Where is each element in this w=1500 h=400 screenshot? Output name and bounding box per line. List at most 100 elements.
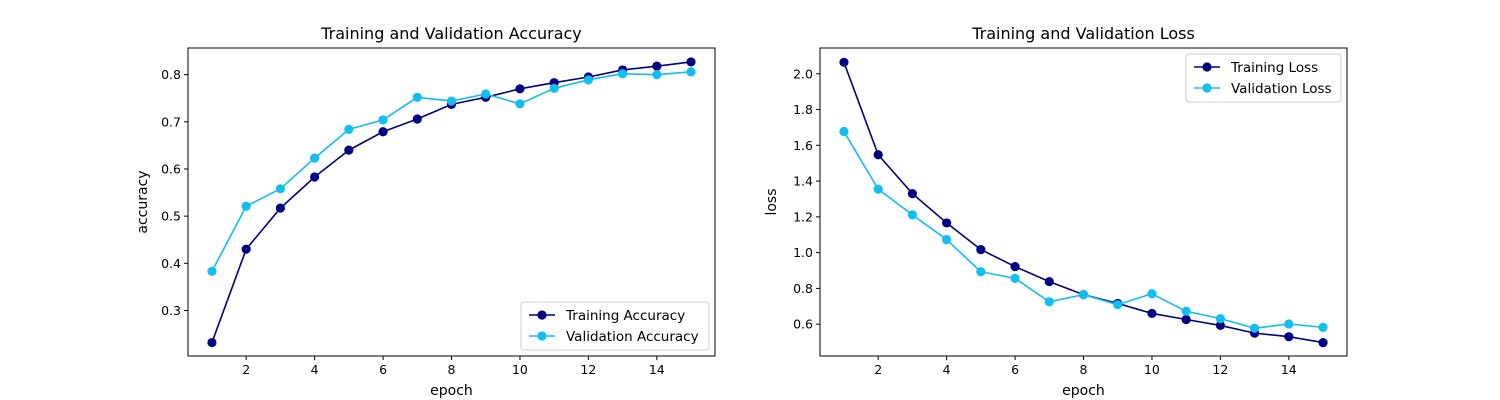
data-point	[873, 150, 883, 160]
chart-1: Training and Validation Accuracy 2 4 6 8 10 12…	[135, 24, 716, 399]
x-tick-label: 12	[580, 362, 596, 377]
x-axis-label: epoch	[430, 383, 473, 399]
data-point	[686, 57, 696, 67]
y-tick-label: 0.3	[161, 303, 181, 318]
x-tick-label: 4	[311, 362, 319, 377]
data-point	[344, 145, 354, 155]
data-point	[583, 75, 593, 85]
data-point	[481, 89, 491, 99]
data-point	[310, 153, 320, 163]
y-tick-label: 0.8	[161, 67, 181, 82]
data-point	[1250, 323, 1260, 333]
data-point	[1044, 297, 1054, 307]
legend-marker	[537, 331, 547, 341]
data-point	[652, 70, 662, 80]
y-tick-label: 0.7	[161, 114, 181, 129]
x-tick-label: 14	[649, 362, 665, 377]
y-tick-label: 2.0	[793, 66, 813, 81]
data-point	[515, 99, 525, 109]
chart-title: Training and Validation Accuracy	[320, 24, 582, 43]
data-point	[412, 114, 422, 124]
legend-marker	[537, 310, 547, 320]
data-point	[907, 188, 917, 199]
data-point	[412, 92, 422, 102]
y-tick-label: 0.6	[793, 317, 813, 332]
data-point	[344, 124, 354, 134]
y-tick-label: 1.6	[793, 138, 813, 153]
data-point	[1010, 261, 1020, 272]
legend-box	[1185, 53, 1342, 103]
data-point	[1318, 337, 1328, 348]
y-tick-label: 0.8	[793, 281, 813, 296]
x-tick-label: 10	[512, 362, 528, 377]
data-point	[1215, 320, 1225, 331]
y-tick-label: 0.6	[161, 161, 181, 176]
x-tick-label: 6	[1011, 362, 1019, 377]
data-point	[1215, 314, 1225, 324]
chart-title: Training and Validation Loss	[971, 24, 1195, 43]
data-point	[907, 210, 917, 220]
legend-label: Validation Accuracy	[566, 329, 699, 345]
data-point	[515, 84, 525, 94]
data-point	[1147, 308, 1157, 319]
data-point	[241, 201, 251, 211]
data-point	[976, 267, 986, 277]
data-point	[378, 115, 388, 125]
y-tick-label: 1.8	[793, 102, 813, 117]
data-point	[839, 57, 849, 67]
x-tick-label: 14	[1281, 362, 1297, 377]
data-point	[976, 244, 986, 255]
legend-marker	[1202, 83, 1212, 93]
x-tick-label: 12	[1212, 362, 1228, 377]
data-point	[839, 126, 849, 137]
data-point	[1078, 290, 1089, 300]
data-point	[207, 266, 217, 276]
y-tick-label: 0.4	[161, 256, 181, 271]
y-axis-label: loss	[764, 188, 780, 215]
legend-label: Training Loss	[1230, 60, 1318, 76]
data-point	[1284, 332, 1294, 342]
x-axis-label: epoch	[1062, 383, 1105, 399]
data-point	[1113, 300, 1123, 310]
data-point	[275, 203, 285, 213]
series-validation-loss	[839, 126, 1328, 333]
legend-label: Validation Loss	[1231, 81, 1332, 97]
data-point	[686, 67, 696, 77]
data-point	[378, 127, 388, 137]
x-tick-label: 8	[448, 362, 456, 377]
legend-label: Training Accuracy	[565, 308, 685, 324]
x-tick-label: 2	[242, 362, 250, 377]
data-point	[1147, 289, 1157, 299]
series-validation-accuracy	[207, 67, 696, 276]
x-tick-label: 8	[1080, 362, 1088, 377]
chart-2: Training and Validation Loss 2 4 6 8 10 12 14 0.…	[764, 24, 1348, 399]
data-point	[549, 83, 559, 93]
x-tick-label: 10	[1144, 362, 1160, 377]
data-point	[1181, 314, 1191, 325]
data-point	[652, 61, 662, 71]
data-point	[1284, 319, 1294, 329]
data-point	[1181, 306, 1191, 316]
x-tick-label: 2	[874, 362, 882, 377]
legend: Training Accuracy Validation Accuracy	[520, 301, 710, 351]
data-point	[1044, 276, 1054, 287]
legend-box	[520, 301, 710, 351]
x-tick-label: 4	[943, 362, 951, 377]
data-point	[1318, 322, 1328, 332]
data-point	[310, 172, 320, 182]
y-tick-label: 1.0	[793, 245, 813, 260]
y-tick-label: 1.2	[793, 209, 813, 224]
data-point	[207, 337, 217, 348]
data-point	[1010, 273, 1020, 283]
data-point	[873, 184, 883, 194]
y-tick-label: 0.5	[161, 209, 181, 224]
data-point	[275, 184, 285, 194]
data-point	[942, 218, 952, 228]
legend-marker	[1202, 62, 1212, 72]
x-tick-label: 6	[379, 362, 387, 377]
data-point	[446, 96, 457, 106]
legend: Training Loss Validation Loss	[1185, 53, 1342, 103]
data-point	[241, 244, 251, 254]
y-tick-label: 1.4	[793, 174, 813, 189]
